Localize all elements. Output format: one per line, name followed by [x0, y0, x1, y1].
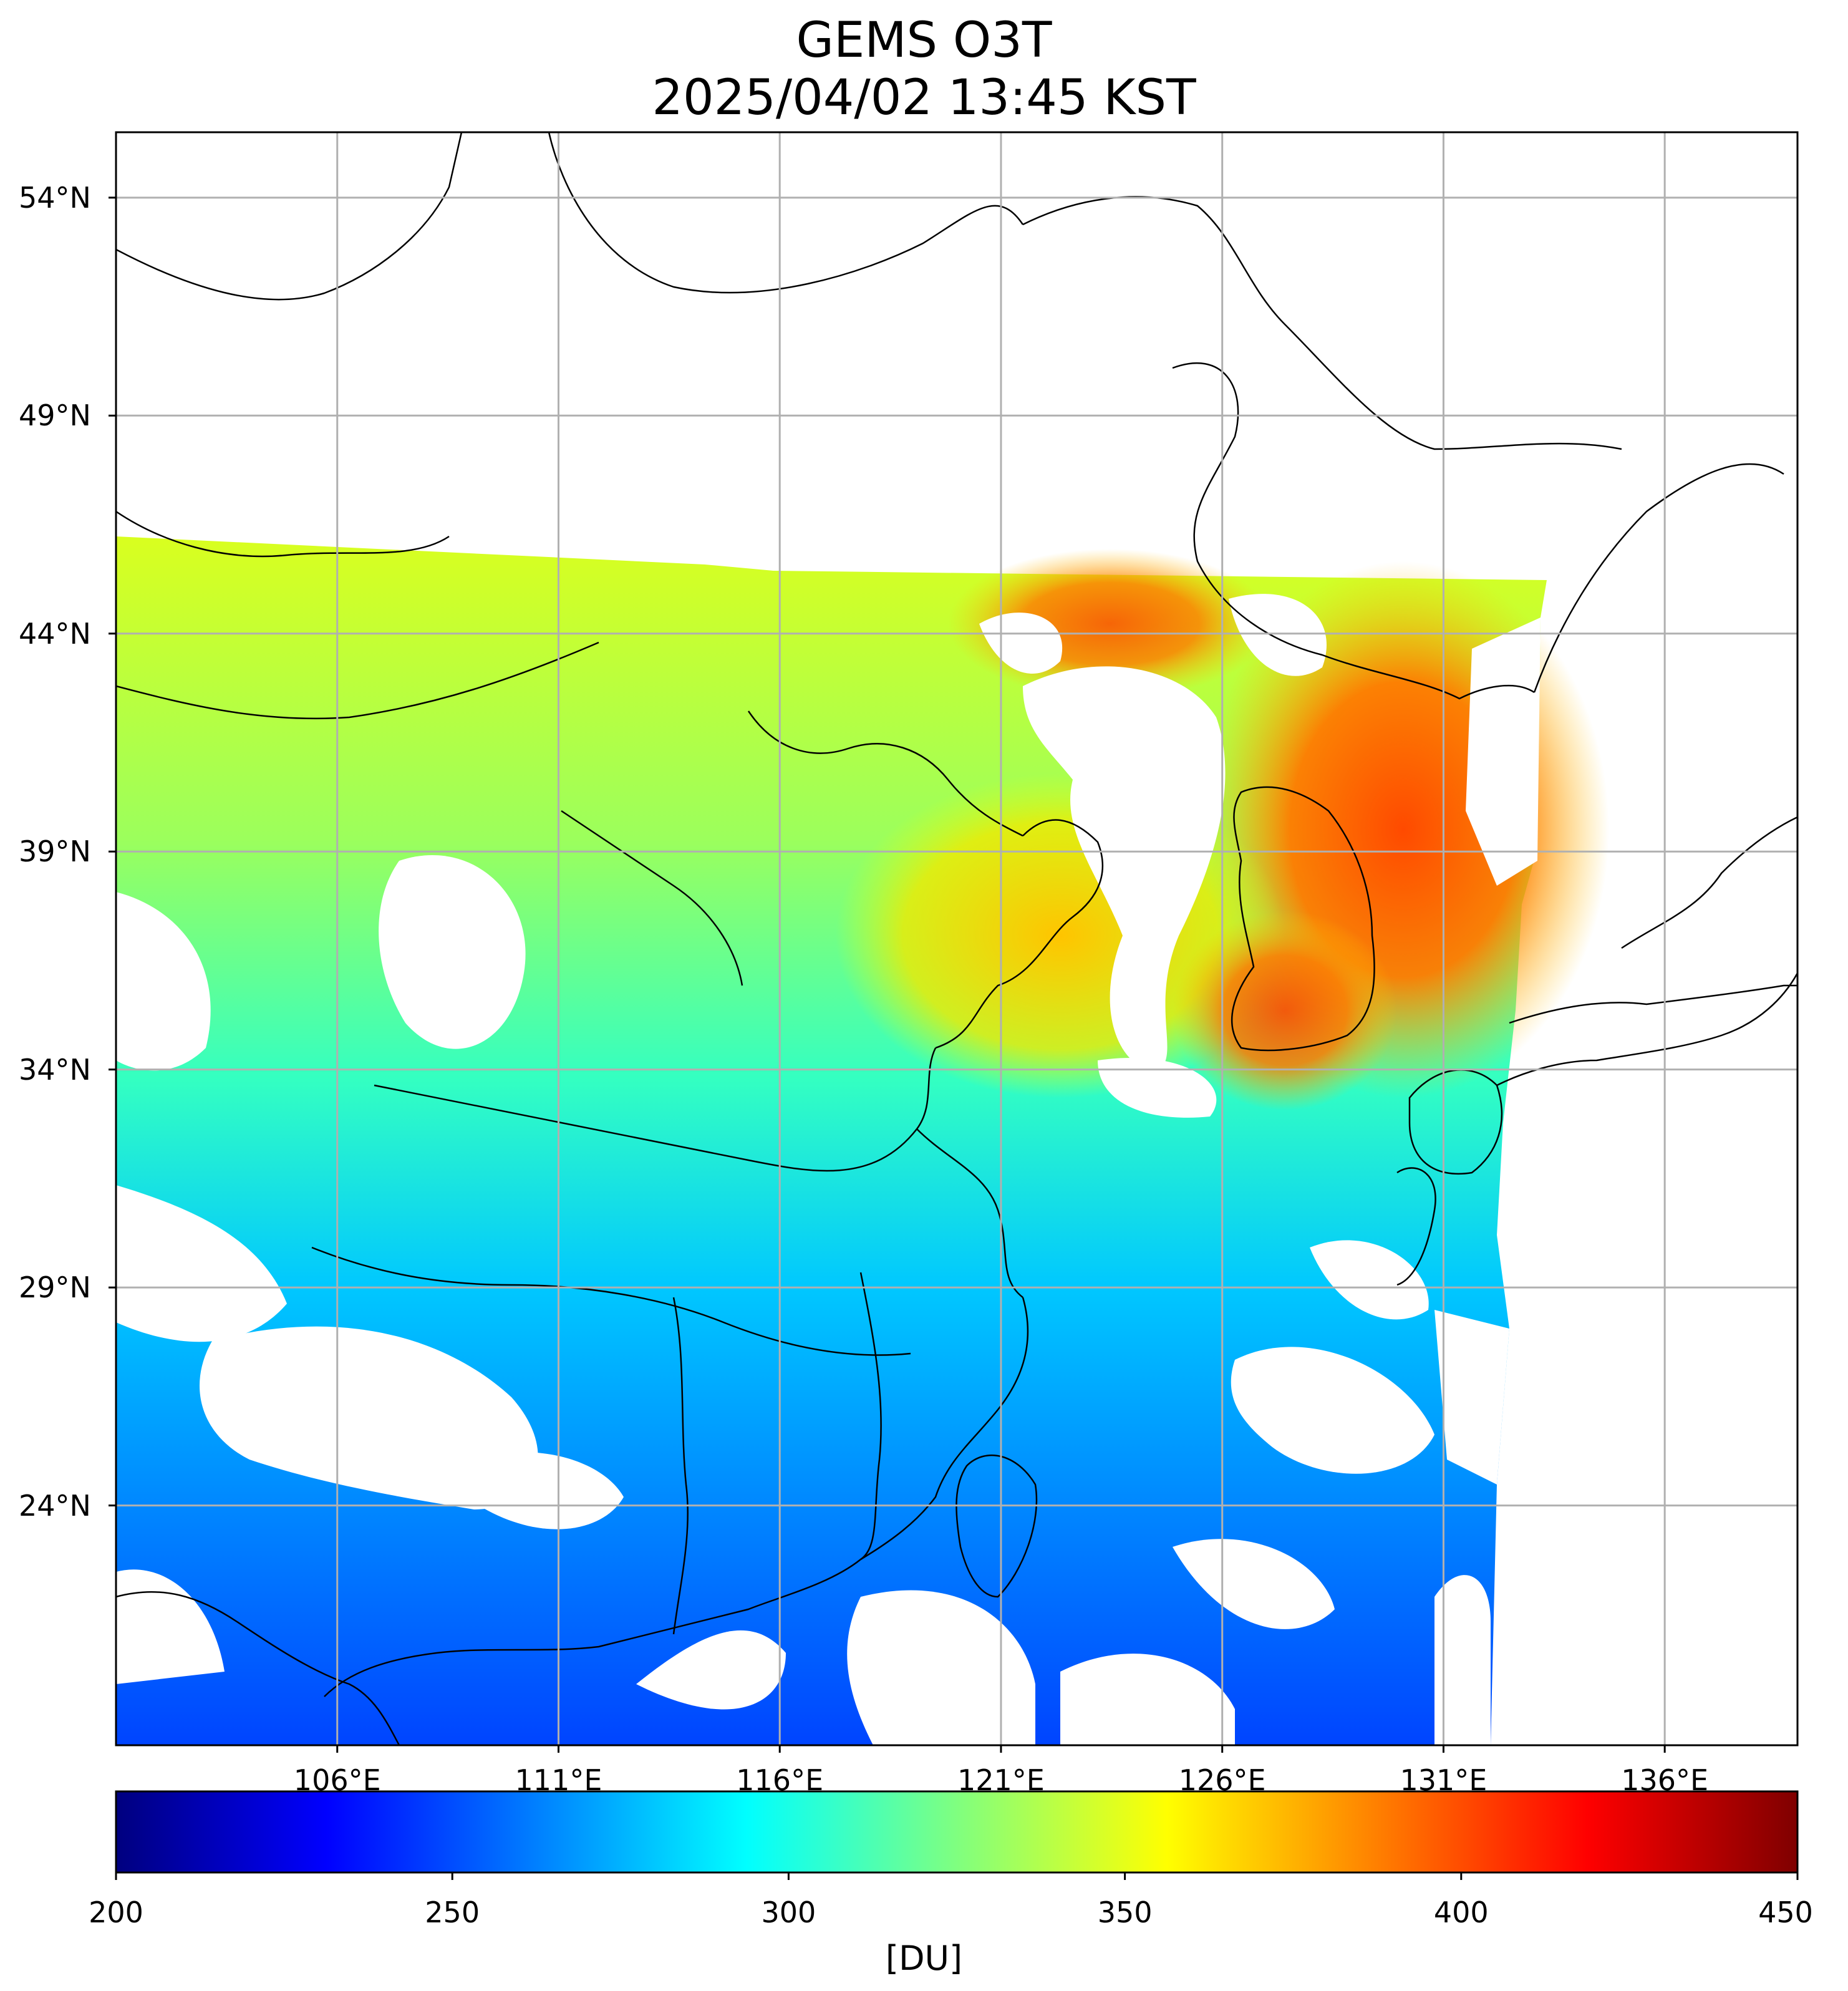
lon-tick-label: 136°E [1621, 1763, 1709, 1797]
colorbar-tick-label: 450 [1758, 1896, 1813, 1929]
colorbar-tick-label: 250 [425, 1896, 480, 1929]
ozone-high-south-korea [1173, 911, 1397, 1110]
map-tick-marks [109, 196, 1666, 1753]
lon-tick-label: 106°E [293, 1763, 381, 1797]
lon-tick-label: 116°E [736, 1763, 824, 1797]
colorbar-tick-label: 200 [89, 1896, 143, 1929]
lat-tick-label: 39°N [19, 835, 91, 869]
lat-tick-label: 54°N [19, 180, 91, 215]
lon-tick-label: 131°E [1400, 1763, 1488, 1797]
graticule [116, 132, 1797, 1745]
colorbar [115, 1790, 1799, 1874]
colorbar-tick-label: 350 [1097, 1896, 1153, 1929]
lat-tick-label: 49°N [19, 399, 91, 433]
lon-tick-label: 126°E [1178, 1763, 1266, 1797]
missing-data-mask [116, 594, 1541, 1745]
colorbar-tick-label: 300 [761, 1896, 816, 1929]
map-title: GEMS O3T [796, 12, 1052, 69]
map-frame [115, 131, 1799, 1746]
colorbar-tick-label: 400 [1433, 1896, 1489, 1929]
lat-tick-label: 44°N [19, 616, 91, 651]
lat-tick-label: 24°N [19, 1488, 91, 1523]
lat-tick-label: 34°N [19, 1052, 91, 1087]
lon-tick-label: 121°E [957, 1763, 1045, 1797]
lat-tick-label: 29°N [19, 1271, 91, 1305]
lon-tick-label: 111°E [515, 1763, 602, 1797]
colorbar-unit-label: [DU] [885, 1939, 963, 1978]
map-timestamp: 2025/04/02 13:45 KST [652, 70, 1196, 126]
colorbar-ticks [115, 1872, 1799, 1880]
